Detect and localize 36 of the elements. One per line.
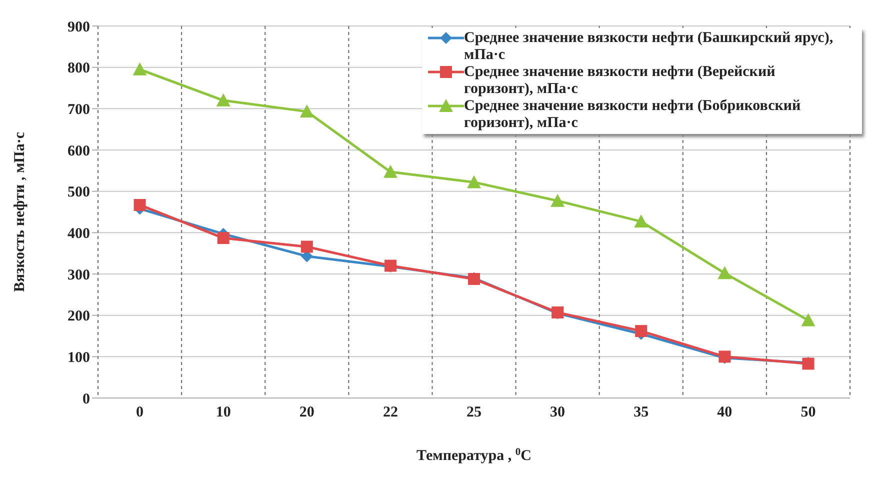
point	[300, 104, 314, 118]
y-tick-label: 600	[68, 143, 90, 160]
point	[383, 164, 398, 178]
y-tick-label: 700	[68, 102, 90, 118]
x-tick-label: 50	[800, 404, 816, 421]
point	[718, 266, 732, 280]
y-tick-label: 500	[68, 184, 90, 201]
y-axis-title: Вязкость нефти , мПа·с	[12, 132, 28, 292]
legend-label: Среднее значение вязкости нефти (Бобриковский горизонт), мПа·с	[464, 98, 802, 132]
y-tick-label: 100	[68, 350, 90, 366]
y-tick-label: 400	[68, 226, 90, 242]
y-tick-label: 0	[82, 391, 90, 408]
x-tick-label: 25	[466, 404, 482, 421]
y-tick-label: 900	[68, 19, 90, 36]
point	[134, 198, 146, 211]
x-tick-label: 20	[299, 404, 314, 421]
x-tick-label: 30	[550, 404, 566, 421]
point	[216, 93, 230, 106]
x-tick-label: 0	[136, 404, 144, 421]
point	[801, 313, 816, 326]
legend-label: Среднее значение вязкости нефти (Башкирский ярус), мПа·с	[464, 30, 834, 64]
point	[217, 232, 230, 244]
point	[467, 175, 481, 188]
y-tick-label: 200	[68, 308, 90, 325]
point	[634, 214, 648, 228]
x-tick-label: 40	[717, 404, 732, 421]
x-tick-label: 22	[382, 404, 398, 421]
point	[550, 194, 565, 207]
legend-label: Среднее значение вязкости нефти (Верейский горизонт), мПа·с	[464, 64, 776, 98]
x-axis-title: Температура , $^{0}$С	[416, 446, 532, 464]
x-tick-label: 10	[216, 404, 231, 421]
y-tick-label: 800	[68, 60, 90, 77]
x-tick-label: 35	[634, 404, 649, 421]
y-tick-label: 300	[68, 267, 90, 284]
point	[300, 240, 313, 253]
point	[132, 62, 147, 76]
